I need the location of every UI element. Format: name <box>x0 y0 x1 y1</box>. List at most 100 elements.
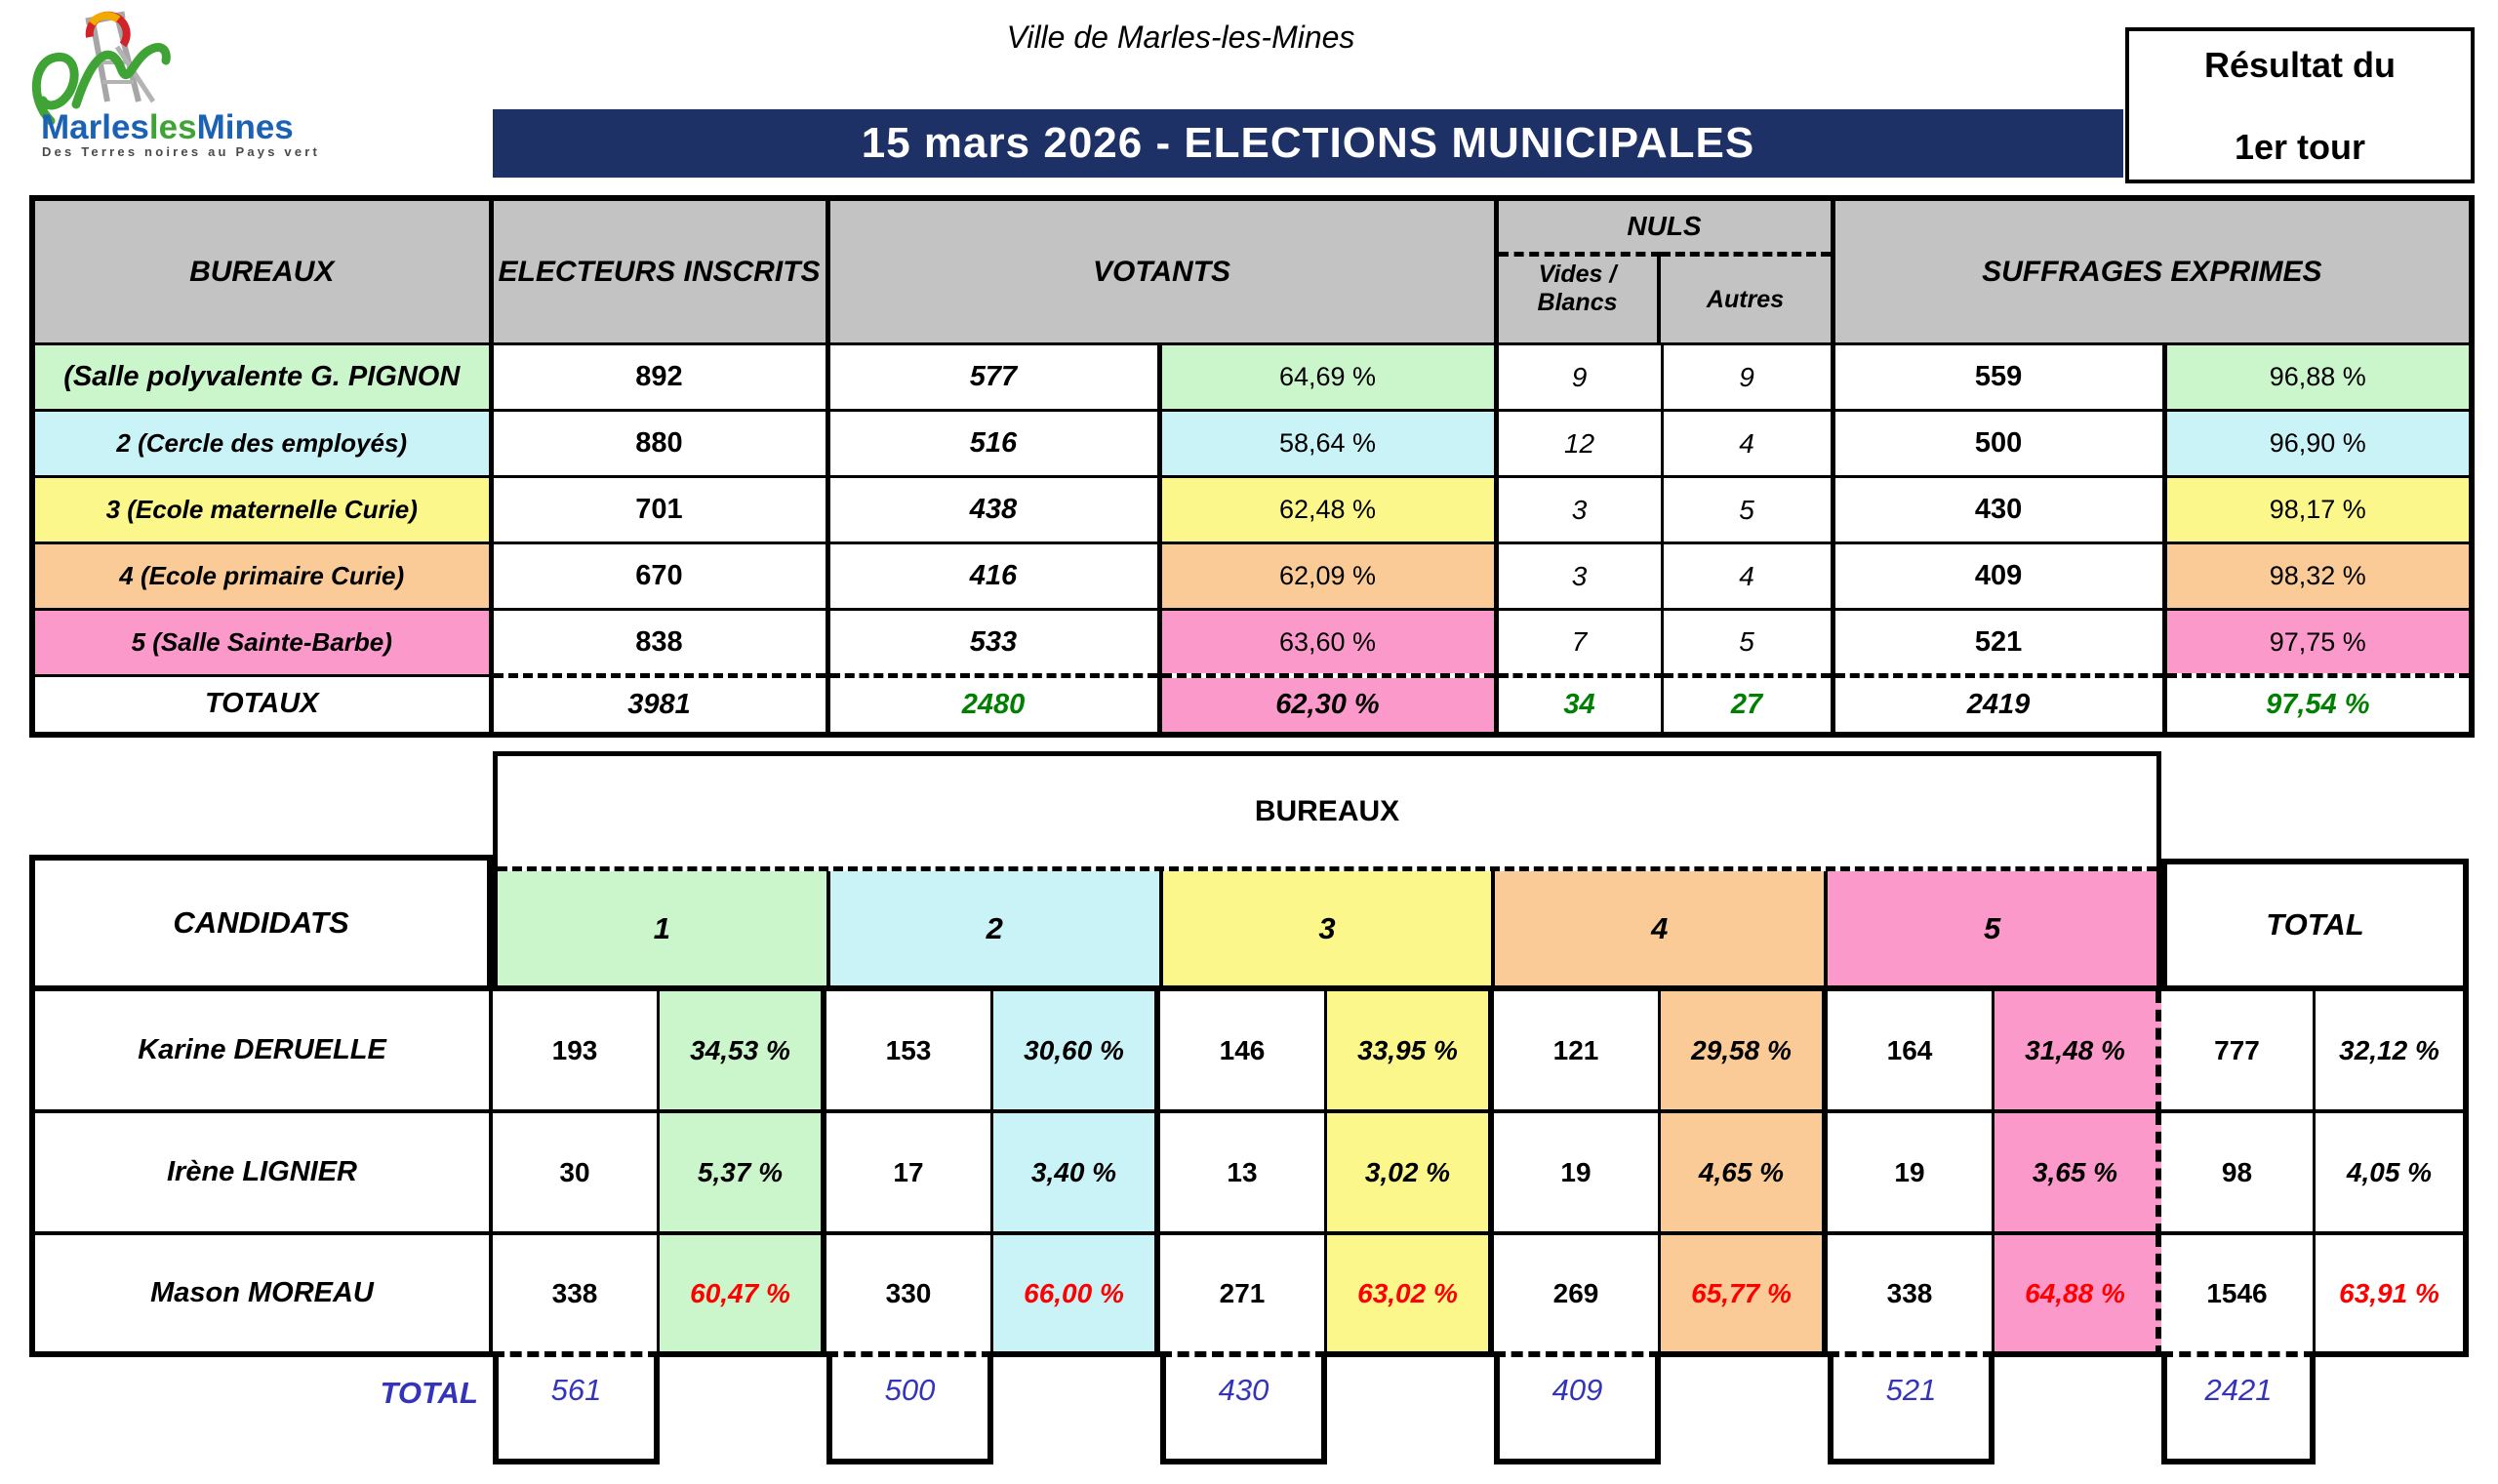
table-row: 3 (Ecole maternelle Curie) 701 438 62,48… <box>30 475 2474 544</box>
inscrits-cell: 701 <box>489 475 830 544</box>
pct-cell: 66,00 % <box>993 1235 1160 1357</box>
total-votes-cell: 98 <box>2161 1113 2316 1235</box>
total-pct-cell: 63,91 % <box>2316 1235 2469 1357</box>
col-header-bureaux: BUREAUX <box>30 196 494 345</box>
nuls-autres-cell: 5 <box>1660 608 1835 677</box>
green-swoosh-icon <box>32 43 171 126</box>
bureau-3-header: 3 <box>1162 871 1496 985</box>
bureau-4-total-box: 409 <box>1494 1357 1661 1464</box>
pct-cell: 3,65 % <box>1994 1113 2161 1235</box>
mine-wheel-icon <box>85 11 131 48</box>
votes-cell: 330 <box>826 1235 993 1357</box>
totals-autres-cell: 27 <box>1660 673 1835 736</box>
votes-cell: 30 <box>493 1113 660 1235</box>
table-row: 2 (Cercle des employés) 880 516 58,64 % … <box>30 409 2474 478</box>
votants-cell: 416 <box>826 541 1162 611</box>
nuls-vides-cell: 3 <box>1494 541 1664 611</box>
votes-cell: 19 <box>1828 1113 1994 1235</box>
votants-pct-cell: 64,69 % <box>1157 342 1499 412</box>
logo-tagline: Des Terres noires au Pays vert <box>42 144 320 159</box>
nuls-autres-cell: 5 <box>1660 475 1835 544</box>
inscrits-cell: 670 <box>489 541 830 611</box>
nuls-autres-cell: 4 <box>1660 409 1835 478</box>
suffrages-pct-cell: 98,32 % <box>2162 541 2474 611</box>
bureau-1-header: 1 <box>498 871 830 985</box>
table-row: 5 (Salle Sainte-Barbe) 838 533 63,60 % 7… <box>30 608 2474 677</box>
totals-votants-pct-cell: 62,30 % <box>1157 673 1499 736</box>
suffrages-cell: 409 <box>1831 541 2167 611</box>
candidate-name-cell: Karine DERUELLE <box>29 991 493 1113</box>
votants-cell: 516 <box>826 409 1162 478</box>
totals-suffrages-pct-cell: 97,54 % <box>2162 673 2474 736</box>
bureau-name-cell: (Salle polyvalente G. PIGNON <box>30 342 494 412</box>
grand-total-box: 2421 <box>2161 1357 2316 1464</box>
bureau-name-cell: 4 (Ecole primaire Curie) <box>30 541 494 611</box>
bureau-name-cell: 3 (Ecole maternelle Curie) <box>30 475 494 544</box>
votes-cell: 17 <box>826 1113 993 1235</box>
suffrages-pct-cell: 96,90 % <box>2162 409 2474 478</box>
bureau-5-total-box: 521 <box>1828 1357 1994 1464</box>
votants-cell: 577 <box>826 342 1162 412</box>
col-header-suffrages-exprimes: SUFFRAGES EXPRIMES <box>1831 196 2474 345</box>
city-title: Ville de Marles-les-Mines <box>1006 20 1355 55</box>
col-header-nuls: NULS Vides / Blancs Autres <box>1494 196 1835 345</box>
votes-cell: 13 <box>1160 1113 1327 1235</box>
votants-pct-cell: 62,48 % <box>1157 475 1499 544</box>
col-header-nuls-label: NULS <box>1627 211 1702 241</box>
votes-cell: 153 <box>826 991 993 1113</box>
bureau-2-header: 2 <box>829 871 1163 985</box>
col-header-electeurs-inscrits: ELECTEURS INSCRITS <box>489 196 830 345</box>
votes-cell: 193 <box>493 991 660 1113</box>
pct-cell: 31,48 % <box>1994 991 2161 1113</box>
col-header-votants: VOTANTS <box>826 196 1499 345</box>
pct-cell: 64,88 % <box>1994 1235 2161 1357</box>
votes-cell: 164 <box>1828 991 1994 1113</box>
bureau-5-header: 5 <box>1828 871 2156 985</box>
pct-cell: 29,58 % <box>1661 991 1828 1113</box>
candidate-name-cell: Mason MOREAU <box>29 1235 493 1357</box>
pct-cell: 60,47 % <box>660 1235 826 1357</box>
city-logo: MarleslesMines Des Terres noires au Pays… <box>21 2 343 166</box>
bottom-total-label: TOTAL <box>380 1376 478 1410</box>
votants-cell: 438 <box>826 475 1162 544</box>
votes-cell: 271 <box>1160 1235 1327 1357</box>
suffrages-cell: 559 <box>1831 342 2167 412</box>
pct-cell: 3,40 % <box>993 1113 1160 1235</box>
suffrages-pct-cell: 97,75 % <box>2162 608 2474 677</box>
election-banner-title: 15 mars 2026 - ELECTIONS MUNICIPALES <box>493 109 2123 178</box>
bureau-number-row: 1 2 3 4 5 <box>498 866 2156 985</box>
participation-table: BUREAUX ELECTEURS INSCRITS VOTANTS NULS … <box>29 195 2476 738</box>
result-round-line2: 1er tour <box>2234 127 2366 167</box>
table-row: 4 (Ecole primaire Curie) 670 416 62,09 %… <box>30 541 2474 611</box>
votants-pct-cell: 63,60 % <box>1157 608 1499 677</box>
candidates-grid: Karine DERUELLE 193 34,53 % 153 30,60 % … <box>29 985 2469 1357</box>
bureaux-header-label: BUREAUX <box>1254 794 1400 827</box>
nuls-vides-cell: 12 <box>1494 409 1664 478</box>
votants-pct-cell: 58,64 % <box>1157 409 1499 478</box>
logo-wordmark: MarleslesMines <box>41 108 294 146</box>
pct-cell: 5,37 % <box>660 1113 826 1235</box>
suffrages-cell: 521 <box>1831 608 2167 677</box>
total-header-box: TOTAL <box>2161 859 2469 991</box>
bureaux-header-box: BUREAUX 1 2 3 4 5 <box>493 751 2161 985</box>
votes-cell: 269 <box>1494 1235 1661 1357</box>
bureau-3-total-box: 430 <box>1160 1357 1327 1464</box>
totals-suffrages-cell: 2419 <box>1831 673 2167 736</box>
candidats-header-box: CANDIDATS <box>29 855 493 991</box>
suffrages-cell: 430 <box>1831 475 2167 544</box>
result-round-box: Résultat du 1er tour <box>2125 27 2475 183</box>
pct-cell: 65,77 % <box>1661 1235 1828 1357</box>
bureau-2-total-box: 500 <box>826 1357 993 1464</box>
total-votes-cell: 777 <box>2161 991 2316 1113</box>
votants-cell: 533 <box>826 608 1162 677</box>
candidate-name-cell: Irène LIGNIER <box>29 1113 493 1235</box>
nuls-vides-cell: 3 <box>1494 475 1664 544</box>
votes-cell: 19 <box>1494 1113 1661 1235</box>
suffrages-pct-cell: 96,88 % <box>2162 342 2474 412</box>
nuls-autres-cell: 9 <box>1660 342 1835 412</box>
totals-label-cell: TOTAUX <box>30 674 494 736</box>
pct-cell: 63,02 % <box>1327 1235 1494 1357</box>
totals-row: TOTAUX 3981 2480 62,30 % 34 27 2419 97,5… <box>30 673 2474 736</box>
votants-pct-cell: 62,09 % <box>1157 541 1499 611</box>
bureau-name-cell: 2 (Cercle des employés) <box>30 409 494 478</box>
